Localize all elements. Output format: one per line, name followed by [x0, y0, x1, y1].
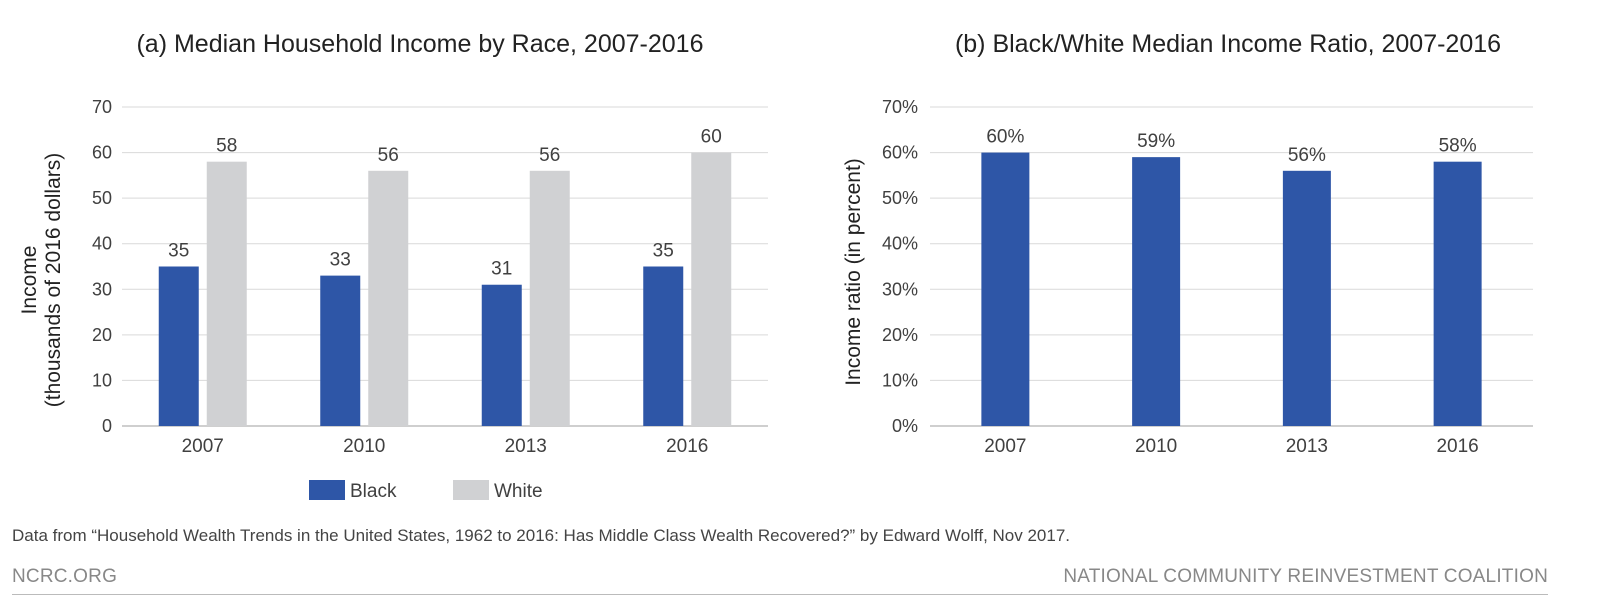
footer-divider — [12, 594, 1548, 595]
chart-a-y-tick-label: 50 — [92, 188, 112, 208]
chart-b-x-tick-label: 2013 — [1286, 436, 1328, 457]
chart-b-x-tick-label: 2007 — [984, 436, 1026, 457]
chart-a-legend-swatch-black — [309, 480, 345, 500]
chart-a-bar-white — [529, 170, 570, 426]
chart-a-title: (a) Median Household Income by Race, 200… — [136, 30, 703, 58]
chart-a-x-tick-label: 2016 — [666, 436, 708, 457]
chart-a-y-tick-label: 20 — [92, 325, 112, 345]
chart-a-data-label: 35 — [168, 241, 189, 262]
chart-a-data-label: 35 — [653, 241, 674, 262]
chart-b-y-tick-label: 0% — [892, 416, 918, 436]
chart-b-bar-ratio — [1433, 161, 1482, 426]
chart-b-x-tick-label: 2016 — [1436, 436, 1478, 457]
chart-b-data-label: 58% — [1439, 136, 1477, 157]
source-note: Data from “Household Wealth Trends in th… — [12, 526, 1071, 545]
chart-a-y-axis-label-line: (thousands of 2016 dollars) — [42, 153, 65, 408]
chart-a-y-axis-label-line: Income — [18, 246, 41, 315]
chart-b-y-axis-label-line: Income ratio (in percent) — [842, 158, 865, 386]
chart-a-bar-white — [368, 170, 409, 426]
chart-a-bar-black — [320, 275, 361, 426]
charts-canvas: (a) Median Household Income by Race, 200… — [18, 30, 1533, 502]
chart-a-y-tick-label: 10 — [92, 370, 112, 390]
chart-b-bar-ratio — [1132, 157, 1181, 426]
chart-b-y-tick-label: 70% — [882, 97, 918, 117]
chart-a-bar-black — [158, 266, 199, 426]
chart-a-data-label: 60 — [701, 127, 722, 148]
chart-a-y-tick-label: 30 — [92, 279, 112, 299]
chart-a-y-tick-label: 60 — [92, 143, 112, 163]
chart-a-legend-swatch-white — [453, 480, 489, 500]
chart-b-bar-ratio — [981, 152, 1030, 427]
chart-a-bar-black — [481, 284, 522, 426]
chart-b-y-tick-label: 50% — [882, 188, 918, 208]
chart-b-x-tick-label: 2010 — [1135, 436, 1177, 457]
chart-a-y-tick-label: 70 — [92, 97, 112, 117]
chart-a-y-tick-label: 0 — [102, 416, 112, 436]
chart-b-data-label: 59% — [1137, 131, 1175, 152]
footer-organization: NATIONAL COMMUNITY REINVESTMENT COALITIO… — [1063, 566, 1548, 587]
chart-b-y-tick-label: 10% — [882, 370, 918, 390]
chart-a-data-label: 33 — [330, 250, 351, 271]
chart-a-y-tick-label: 40 — [92, 234, 112, 254]
chart-a-legend-label-white: White — [494, 481, 543, 502]
chart-b-data-label: 56% — [1288, 145, 1326, 166]
chart-a-x-tick-label: 2013 — [505, 436, 547, 457]
chart-a-data-label: 56 — [378, 145, 399, 166]
chart-a-bar-white — [691, 152, 732, 427]
chart-b-title: (b) Black/White Median Income Ratio, 200… — [955, 30, 1501, 58]
chart-a-data-label: 31 — [491, 259, 512, 280]
chart-a-x-tick-label: 2010 — [343, 436, 385, 457]
chart-a-y-axis-label: Income(thousands of 2016 dollars) — [18, 153, 65, 408]
chart-a-legend-label-black: Black — [350, 481, 397, 502]
chart-b-bar-ratio — [1282, 170, 1331, 426]
chart-a-bar-black — [643, 266, 684, 426]
chart-b-y-tick-label: 60% — [882, 143, 918, 163]
chart-a-bar-white — [206, 161, 247, 426]
chart-b-y-tick-label: 20% — [882, 325, 918, 345]
footer-site: NCRC.ORG — [12, 566, 118, 587]
chart-b-data-label: 60% — [986, 127, 1024, 148]
chart-b-y-axis-label: Income ratio (in percent) — [842, 158, 865, 386]
chart-a-data-label: 56 — [539, 145, 560, 166]
chart-a-data-label: 58 — [216, 136, 237, 157]
chart-a-x-tick-label: 2007 — [182, 436, 224, 457]
chart-b-y-tick-label: 30% — [882, 279, 918, 299]
chart-b-y-tick-label: 40% — [882, 234, 918, 254]
